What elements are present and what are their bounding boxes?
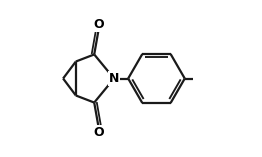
- Text: N: N: [109, 72, 119, 85]
- Text: O: O: [93, 126, 104, 139]
- Text: O: O: [93, 18, 104, 31]
